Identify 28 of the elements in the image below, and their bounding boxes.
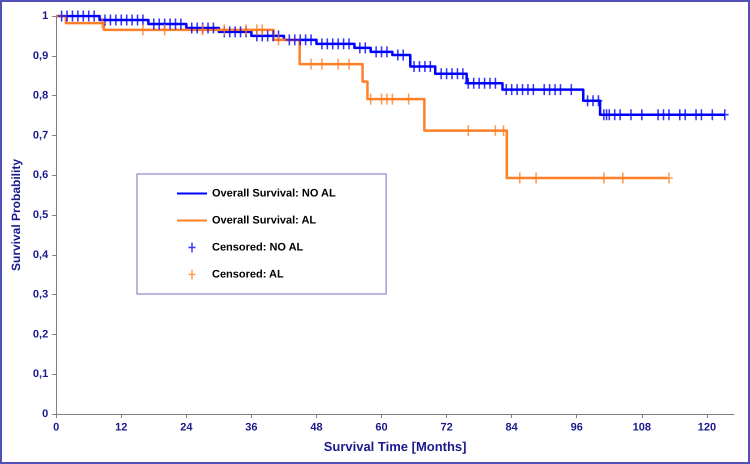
x-tick-label: 72 <box>440 422 453 434</box>
x-tick-label: 108 <box>632 422 651 434</box>
x-tick-label: 96 <box>570 422 583 434</box>
x-tick-label: 120 <box>698 422 716 434</box>
x-tick-label: 84 <box>506 422 519 434</box>
y-tick-label: 0,6 <box>32 169 48 182</box>
y-axis-title: Survival Probability <box>9 158 23 272</box>
x-tick-label: 48 <box>310 422 323 434</box>
y-tick-label: 1 <box>42 10 48 22</box>
y-tick-label: 0,9 <box>32 50 48 62</box>
y-tick-label: 0,1 <box>32 368 48 380</box>
y-tick-label: 0,7 <box>32 129 48 142</box>
x-axis-title: Survival Time [Months] <box>324 439 466 454</box>
y-tick-label: 0 <box>42 408 48 420</box>
legend-label: Censored: NO AL <box>212 242 304 254</box>
legend-label: Overall Survival: AL <box>212 214 316 226</box>
x-tick-label: 24 <box>180 422 194 434</box>
y-tick-label: 0,5 <box>32 209 48 221</box>
x-tick-label: 0 <box>53 422 60 434</box>
legend-label: Overall Survival: NO AL <box>212 188 336 200</box>
x-tick-label: 60 <box>375 422 388 434</box>
y-tick-label: 0,2 <box>32 328 48 340</box>
legend-label: Censored: AL <box>212 268 284 280</box>
y-tick-label: 0,4 <box>32 248 50 261</box>
y-tick-label: 0,3 <box>32 288 48 301</box>
x-tick-label: 12 <box>115 422 128 434</box>
x-tick-label: 36 <box>245 422 258 434</box>
y-tick-label: 0,8 <box>32 90 48 102</box>
